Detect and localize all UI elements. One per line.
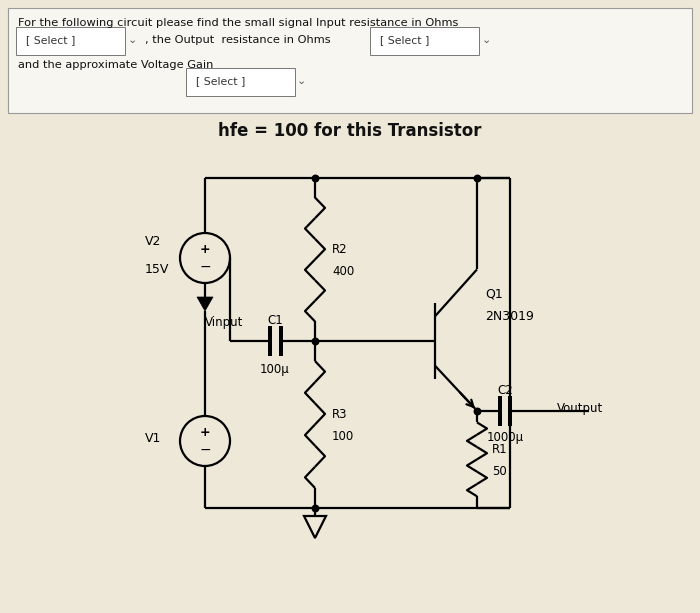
Text: −: − bbox=[199, 260, 211, 274]
FancyBboxPatch shape bbox=[370, 27, 479, 55]
Text: C2: C2 bbox=[497, 384, 513, 397]
Point bbox=[471, 173, 482, 183]
Point bbox=[471, 406, 482, 416]
Text: +: + bbox=[199, 425, 210, 438]
Text: +: + bbox=[199, 243, 210, 256]
FancyBboxPatch shape bbox=[186, 68, 295, 96]
Text: 15V: 15V bbox=[145, 263, 169, 276]
Polygon shape bbox=[197, 297, 213, 311]
Text: ⌄: ⌄ bbox=[297, 76, 307, 86]
Text: , the Output  resistance in Ohms: , the Output resistance in Ohms bbox=[145, 35, 330, 45]
Text: [ Select ]: [ Select ] bbox=[380, 35, 429, 45]
Text: R1: R1 bbox=[492, 443, 508, 456]
Text: [ Select ]: [ Select ] bbox=[196, 76, 246, 86]
Text: 400: 400 bbox=[332, 265, 354, 278]
FancyBboxPatch shape bbox=[16, 27, 125, 55]
Text: Q1: Q1 bbox=[485, 287, 503, 300]
Text: and the approximate Voltage Gain: and the approximate Voltage Gain bbox=[18, 60, 213, 70]
Text: ⌄: ⌄ bbox=[128, 35, 137, 45]
Text: 1000μ: 1000μ bbox=[486, 431, 524, 444]
Point bbox=[309, 173, 321, 183]
Text: V2: V2 bbox=[145, 235, 162, 248]
Text: R2: R2 bbox=[332, 243, 348, 256]
Text: 100: 100 bbox=[332, 430, 354, 443]
Point bbox=[309, 503, 321, 513]
FancyBboxPatch shape bbox=[8, 8, 692, 113]
Text: −: − bbox=[199, 443, 211, 457]
Text: hfe = 100 for this Transistor: hfe = 100 for this Transistor bbox=[218, 122, 482, 140]
Point bbox=[309, 336, 321, 346]
Text: For the following circuit please find the small signal Input resistance in Ohms: For the following circuit please find th… bbox=[18, 18, 458, 28]
Text: R3: R3 bbox=[332, 408, 347, 421]
Text: 100μ: 100μ bbox=[260, 363, 290, 376]
Text: 50: 50 bbox=[492, 465, 507, 478]
Text: C1: C1 bbox=[267, 314, 283, 327]
Text: V1: V1 bbox=[145, 433, 162, 446]
Text: 2N3019: 2N3019 bbox=[485, 310, 534, 323]
Text: [ Select ]: [ Select ] bbox=[26, 35, 76, 45]
Text: Vinput: Vinput bbox=[205, 316, 244, 329]
Text: ⌄: ⌄ bbox=[482, 35, 491, 45]
Text: Voutput: Voutput bbox=[557, 402, 603, 415]
